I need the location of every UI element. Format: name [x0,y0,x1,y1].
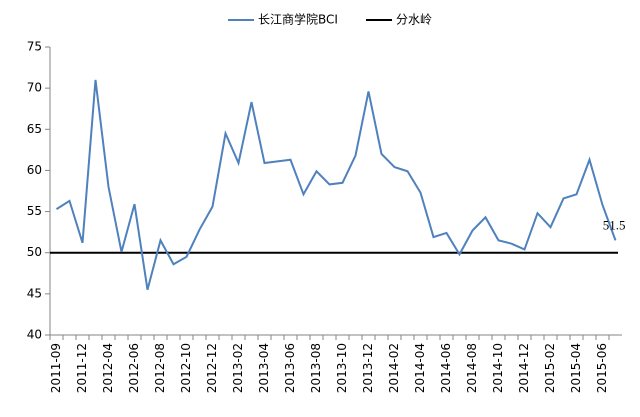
x-tick-label: 2013-08 [309,343,323,393]
x-tick-label: 2012-10 [179,343,193,393]
y-tick-label: 55 [27,204,42,218]
x-tick-label: 2014-10 [491,343,505,393]
legend-label: 长江商学院BCI [258,12,338,27]
x-tick-label: 2015-02 [543,343,557,393]
x-tick-label: 2012-06 [127,343,141,393]
x-tick-label: 2013-02 [231,343,245,393]
x-tick-label: 2014-06 [439,343,453,393]
x-tick-label: 2012-08 [153,343,167,393]
x-tick-label: 2013-12 [361,343,375,393]
y-tick-label: 40 [27,328,42,342]
x-tick-label: 2014-02 [387,343,401,393]
y-tick-label: 45 [27,286,42,300]
series-line [55,79,617,290]
x-tick-label: 2015-04 [569,343,583,393]
y-tick-label: 50 [27,245,42,259]
x-tick-label: 2014-04 [413,343,427,393]
x-tick-label: 2014-08 [465,343,479,393]
x-tick-label: 2015-06 [595,343,609,393]
x-tick-label: 2012-04 [101,343,115,393]
legend-label: 分水岭 [396,13,432,27]
x-tick-label: 2013-04 [257,343,271,393]
y-tick-label: 70 [27,81,42,95]
x-tick-label: 2013-10 [335,343,349,393]
y-tick-label: 75 [27,40,42,54]
x-tick-label: 2011-09 [49,343,63,393]
x-tick-label: 2014-12 [517,343,531,393]
y-tick-label: 60 [27,163,42,177]
annotation: 51.5 [603,217,626,232]
y-tick-label: 65 [27,122,42,136]
x-tick-label: 2011-12 [75,343,89,393]
x-tick-label: 2013-06 [283,343,297,393]
x-tick-label: 2012-12 [205,343,219,393]
